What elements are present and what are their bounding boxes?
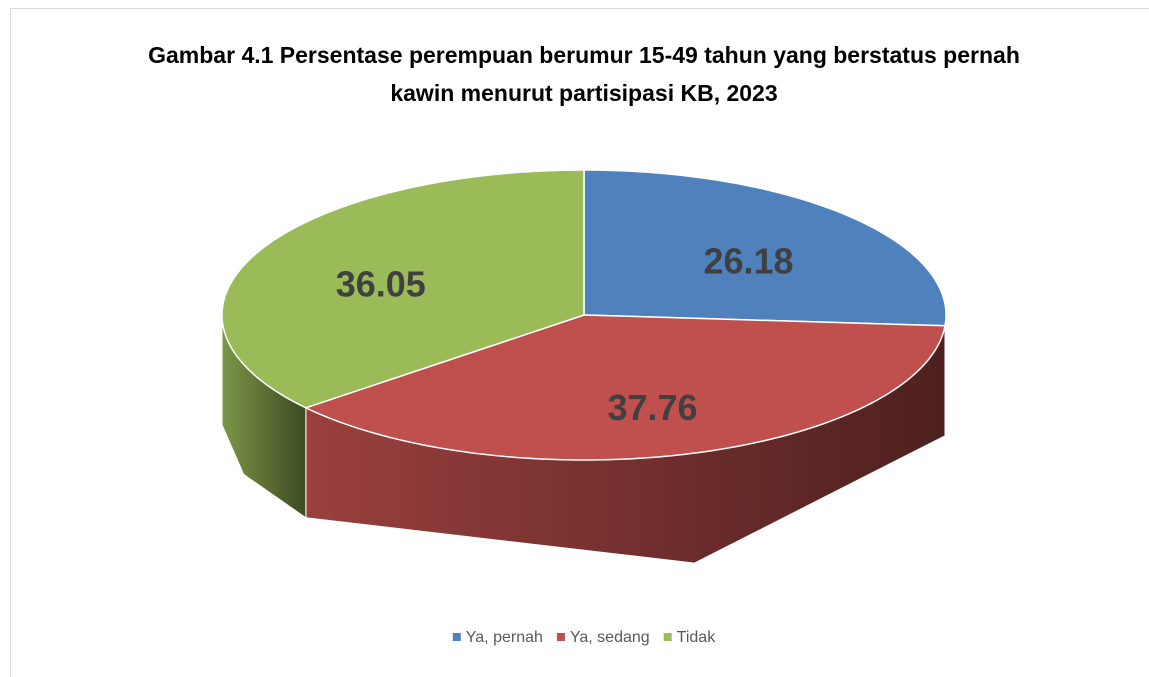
slice	[583, 169, 947, 327]
slice	[303, 314, 946, 461]
legend-swatch	[663, 633, 672, 641]
legend-label: Ya, pernah	[466, 629, 543, 646]
chart-title: Gambar 4.1 Persentase perempuan berumur …	[148, 42, 1020, 106]
data-label: 26.18	[703, 240, 793, 281]
legend-label: Ya, sedang	[570, 629, 650, 646]
legend-label: Tidak	[677, 629, 717, 646]
legend-swatch	[556, 633, 565, 641]
slice	[221, 169, 585, 409]
data-label: 36.05	[336, 263, 426, 304]
chart-border	[10, 8, 1149, 677]
legend-swatch	[452, 633, 461, 641]
data-label: 37.76	[607, 387, 697, 428]
